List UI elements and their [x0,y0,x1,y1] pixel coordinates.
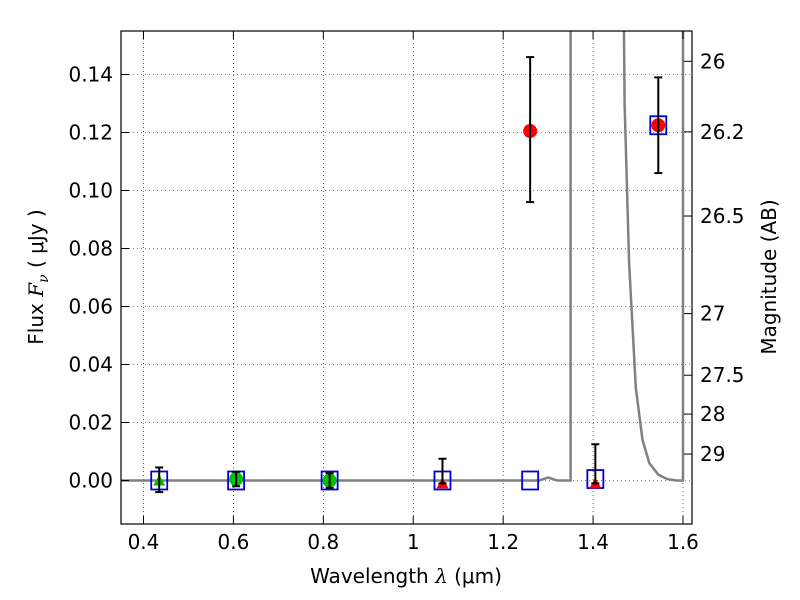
y2-tick-label: 27 [700,302,725,326]
grid-lines [121,31,692,524]
y-axis-label: Flux Fν ( μJy ) [24,209,52,344]
x-tick-label: 0.8 [307,530,339,554]
y-tick-label: 0.04 [68,353,113,377]
plot-frame [120,30,693,525]
y2-tick-label: 27.5 [700,363,745,387]
plot-data [121,31,685,494]
x-tick-label: 0.6 [217,530,249,554]
x-tick-label: 1.4 [577,530,609,554]
y-tick-label: 0.10 [68,179,113,203]
y2-tick-label: 26.5 [700,204,745,228]
y-tick-label: 0.08 [68,237,113,261]
x-tick-label: 1.2 [487,530,519,554]
model-sed-line [121,31,685,482]
y2-tick-label: 28 [700,402,725,426]
x-tick-label: 1.6 [667,530,699,554]
model-photometry-square [521,470,540,491]
y2-tick-label: 29 [700,442,725,466]
axis-ticks: 0.4 0.6 0.8 1 1.2 1.4 1.6 0.00 0.02 0.04 0.06 0.08 0… [68,31,745,554]
y2-tick-label: 26 [700,49,725,73]
y-tick-label: 0.00 [68,469,113,493]
y2-axis-label: Magnitude (AB) [757,199,781,354]
y2-tick-label: 26.2 [700,120,745,144]
x-axis-label: Wavelength λ (μm) [310,564,502,588]
y-tick-label: 0.12 [68,121,113,145]
y-tick-label: 0.02 [68,411,113,435]
x-tick-label: 1 [407,530,420,554]
y-tick-label: 0.14 [68,63,113,87]
model-photometry-square [320,470,339,491]
x-tick-label: 0.4 [128,530,160,554]
y-tick-label: 0.06 [68,295,113,319]
